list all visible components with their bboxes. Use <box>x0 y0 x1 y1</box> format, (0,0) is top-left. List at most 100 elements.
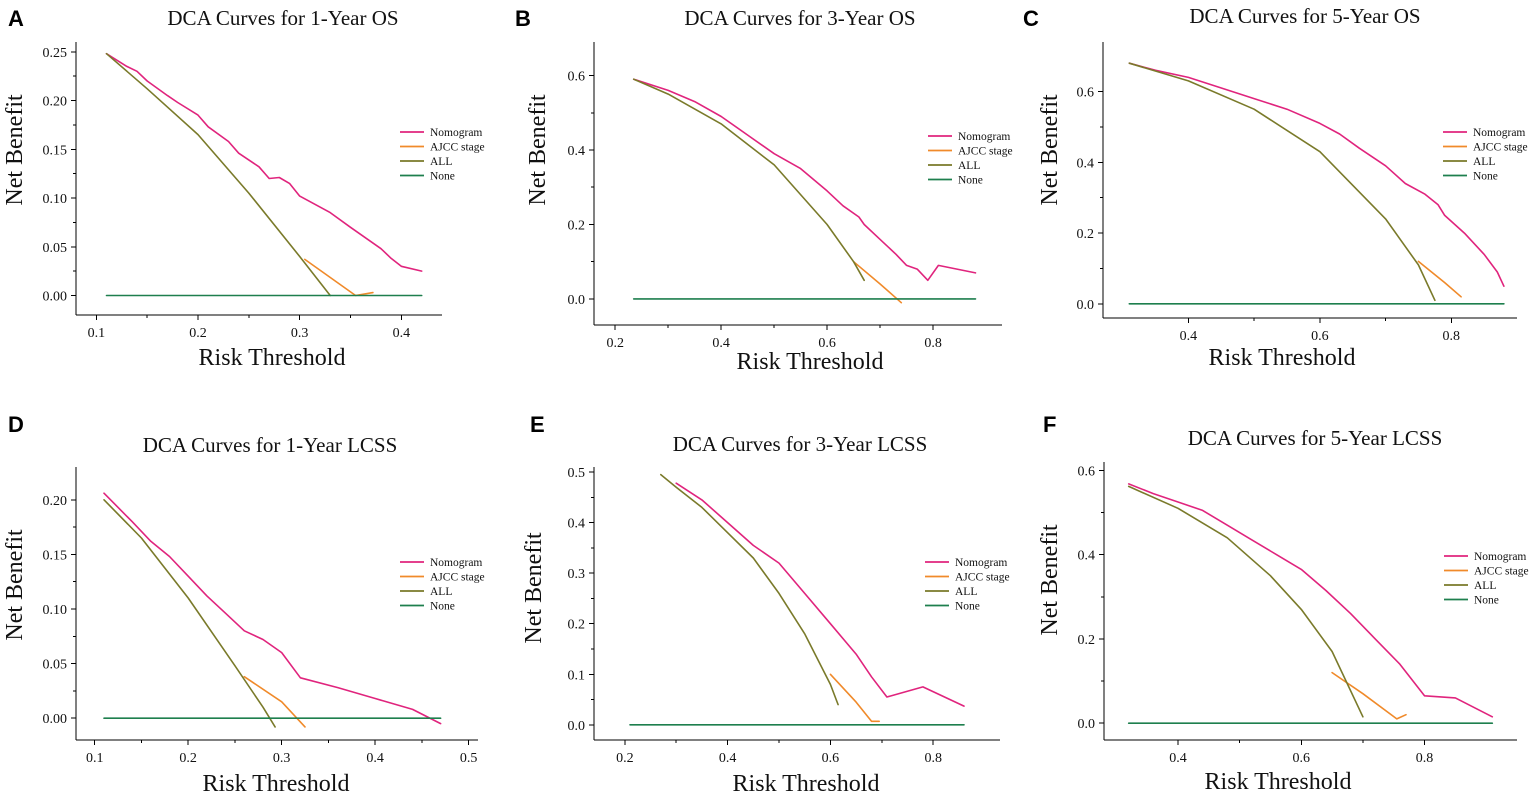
legend-label: None <box>430 601 455 613</box>
legend-label: None <box>430 171 455 183</box>
legend-label: ALL <box>955 586 977 598</box>
panel-b: B DCA Curves for 3-Year OS 0.2 0.4 0.6 0.8 0.0… <box>515 6 1013 375</box>
x-tick-label: 0.3 <box>273 751 291 766</box>
y-axis-label: Net Benefit <box>1037 94 1063 206</box>
series-line-nomogram <box>103 492 442 725</box>
y-tick-label: 0.10 <box>43 192 68 207</box>
x-tick-label: 0.2 <box>179 751 197 766</box>
legend-label: AJCC stage <box>1474 566 1529 578</box>
legend: Nomogram AJCC stage ALL None <box>400 127 485 183</box>
x-tick-label: 0.6 <box>818 336 836 351</box>
y-tick-label: 0.6 <box>568 70 586 85</box>
series-line-all <box>105 52 332 297</box>
panel-c: C DCA Curves for 5-Year OS 0.4 0.6 0.8 0.0 0.2… <box>1023 4 1528 371</box>
series-line-nomogram <box>1128 62 1505 288</box>
chart-title: DCA Curves for 1-Year LCSS <box>143 433 398 457</box>
x-tick-label: 0.6 <box>822 751 840 766</box>
y-tick-label: 0.4 <box>1078 549 1096 564</box>
x-axis-label: Risk Threshold <box>199 345 346 371</box>
x-tick-label: 0.2 <box>189 326 207 341</box>
y-tick-label: 0.00 <box>43 290 68 305</box>
series-line-all <box>1127 485 1364 718</box>
panel-letter: F <box>1043 412 1056 437</box>
series-line-ajcc-stage <box>303 258 374 297</box>
panel-a: A DCA Curves for 1-Year OS 0.1 0.2 0.3 0.4 0.0… <box>2 6 485 371</box>
x-tick-label: 0.6 <box>1311 329 1329 344</box>
legend-label: ALL <box>1473 156 1495 168</box>
legend-label: AJCC stage <box>1473 142 1528 154</box>
series-line-all <box>103 498 276 728</box>
y-tick-label: 0.10 <box>43 603 68 618</box>
y-tick-label: 0.6 <box>1078 464 1096 479</box>
y-axis-label: Net Benefit <box>525 94 551 206</box>
y-axis-label: Net Benefit <box>2 94 28 206</box>
panel-d: D DCA Curves for 1-Year LCSS 0.1 0.2 0.3 0.4 0… <box>2 412 485 795</box>
legend-label: AJCC stage <box>958 146 1013 158</box>
y-tick-label: 0.1 <box>568 668 586 683</box>
y-tick-label: 0.20 <box>43 494 68 509</box>
legend-label: ALL <box>430 156 452 168</box>
y-tick-label: 0.0 <box>1077 298 1095 313</box>
legend-label: Nomogram <box>1474 551 1526 563</box>
legend: Nomogram AJCC stage ALL None <box>400 557 485 613</box>
y-axis-label: Net Benefit <box>521 532 547 644</box>
series-line-ajcc-stage <box>243 675 306 728</box>
x-tick-label: 0.8 <box>924 336 942 351</box>
legend-label: None <box>958 175 983 187</box>
panel-letter: A <box>8 6 24 31</box>
panel-letter: C <box>1023 6 1039 31</box>
x-tick-label: 0.8 <box>1443 329 1461 344</box>
y-tick-label: 0.0 <box>568 293 586 308</box>
y-tick-label: 0.2 <box>568 618 586 633</box>
x-tick-label: 0.4 <box>1169 751 1187 766</box>
x-tick-label: 0.4 <box>1180 329 1198 344</box>
legend-label: AJCC stage <box>955 572 1010 584</box>
chart-title: DCA Curves for 5-Year LCSS <box>1188 426 1443 450</box>
series-line-nomogram <box>675 482 965 707</box>
x-tick-label: 0.3 <box>291 326 309 341</box>
legend-label: ALL <box>1474 580 1496 592</box>
legend-label: AJCC stage <box>430 142 485 154</box>
legend-label: Nomogram <box>958 131 1010 143</box>
chart-title: DCA Curves for 3-Year LCSS <box>673 432 928 456</box>
y-tick-label: 0.05 <box>43 658 68 673</box>
legend-label: AJCC stage <box>430 572 485 584</box>
y-tick-label: 0.05 <box>43 241 68 256</box>
y-tick-label: 0.20 <box>43 95 68 110</box>
legend-label: Nomogram <box>430 557 482 569</box>
legend-label: None <box>1474 595 1499 607</box>
x-tick-label: 0.4 <box>366 751 384 766</box>
legend: Nomogram AJCC stage ALL None <box>928 131 1013 187</box>
x-tick-label: 0.1 <box>86 751 104 766</box>
y-tick-label: 0.2 <box>568 218 586 233</box>
legend: Nomogram AJCC stage ALL None <box>1443 127 1528 183</box>
series-line-ajcc-stage <box>829 673 881 723</box>
panel-letter: E <box>530 412 545 437</box>
series-line-ajcc-stage <box>1331 671 1407 720</box>
y-tick-label: 0.15 <box>43 548 68 563</box>
chart-title: DCA Curves for 5-Year OS <box>1189 4 1420 28</box>
y-tick-label: 0.00 <box>43 712 68 727</box>
legend: Nomogram AJCC stage ALL None <box>1444 551 1529 607</box>
y-tick-label: 0.3 <box>568 567 586 582</box>
series-line-ajcc-stage <box>852 260 903 304</box>
series-line-nomogram <box>1127 483 1494 718</box>
x-tick-label: 0.5 <box>460 751 478 766</box>
x-tick-label: 0.8 <box>1416 751 1434 766</box>
x-axis-label: Risk Threshold <box>737 349 884 375</box>
y-tick-label: 0.25 <box>43 46 68 61</box>
panel-e: E DCA Curves for 3-Year LCSS 0.2 0.4 0.6 0.8 0… <box>521 412 1010 795</box>
series-line-nomogram <box>632 78 977 282</box>
y-tick-label: 0.4 <box>1077 156 1095 171</box>
x-axis-label: Risk Threshold <box>1209 345 1356 371</box>
series-line-all <box>659 473 839 706</box>
x-axis-label: Risk Threshold <box>203 771 350 795</box>
x-tick-label: 0.4 <box>393 326 411 341</box>
x-tick-label: 0.1 <box>88 326 106 341</box>
y-tick-label: 0.5 <box>568 466 586 481</box>
panel-letter: B <box>515 6 531 31</box>
y-tick-label: 0.4 <box>568 144 586 159</box>
x-tick-label: 0.8 <box>924 751 942 766</box>
x-axis-label: Risk Threshold <box>1205 769 1352 795</box>
